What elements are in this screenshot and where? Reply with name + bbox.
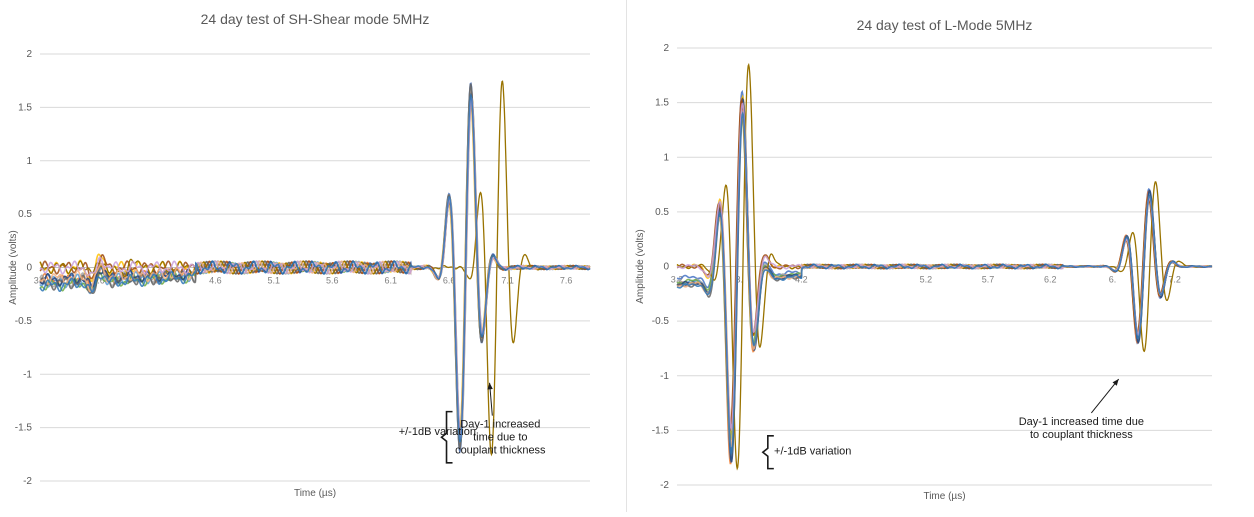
y-tick-label: -1 — [660, 371, 669, 382]
y-tick-label: 1 — [26, 156, 32, 167]
x-tick-label: 5.2 — [920, 275, 933, 285]
series-line — [676, 110, 1212, 457]
y-tick-label: 0.5 — [655, 207, 669, 218]
annotation: +/-1dB variation — [399, 426, 476, 438]
x-axis-label: Time (µs) — [923, 491, 965, 502]
x-tick-label: 7.6 — [560, 276, 573, 286]
chart-sh-shear-svg: 24 day test of SH-Shear mode 5MHz 2 1.5 1 0.… — [8, 11, 591, 499]
y-tick-label: -1.5 — [15, 423, 33, 434]
y-tick-label: -0.5 — [652, 316, 670, 327]
x-tick-label: 4.6 — [209, 276, 222, 286]
x-tick-label: 4.2 — [795, 275, 808, 285]
y-tick-label: 1.5 — [655, 98, 669, 109]
y-tick-label: 2 — [663, 43, 669, 54]
y-axis-label: Amplitude (volts) — [8, 230, 19, 304]
x-tick-label: 3.2 — [671, 275, 684, 285]
x-tick-label: 7.2 — [1168, 275, 1181, 285]
y-axis-label: Amplitude (volts) — [635, 229, 646, 303]
y-tick-label: 0 — [663, 262, 669, 273]
y-tick-label: -2 — [660, 480, 669, 491]
annotation-arrow — [1090, 378, 1120, 414]
y-tick-label: 0 — [26, 263, 32, 274]
y-tick-label: 1 — [663, 152, 669, 163]
y-tick-label: -2 — [23, 476, 32, 487]
y-tick-label: -1.5 — [652, 425, 670, 436]
variation-bracket — [440, 410, 453, 464]
chart-l-mode-svg: 24 day test of L-Mode 5MHz 2 1.5 1 0.5 0 -0.5 -… — [635, 17, 1213, 502]
x-tick-label: 7.1 — [501, 276, 514, 286]
y-tick-label: 1.5 — [18, 102, 32, 113]
annotation-arrowhead — [1112, 379, 1119, 386]
x-tick-label: 3.6 — [92, 276, 105, 286]
annotation: Day-1 increased time due to couplant thic… — [1019, 416, 1144, 441]
y-tick-label: -1 — [23, 369, 32, 380]
y-tick-label: 0.5 — [18, 209, 32, 220]
series-line — [39, 92, 591, 443]
x-tick-label: 6. — [1109, 275, 1117, 285]
variation-bracket — [761, 435, 774, 470]
y-tick-label: -0.5 — [15, 316, 33, 327]
annotation-arrowhead — [487, 382, 493, 390]
x-tick-label: 6.1 — [384, 276, 397, 286]
x-tick-label: 3. — [735, 275, 743, 285]
annotation: +/-1dB variation — [774, 445, 851, 457]
series-line — [39, 80, 591, 457]
chart-title: 24 day test of L-Mode 5MHz — [857, 17, 1033, 33]
x-axis-label: Time (µs) — [294, 488, 336, 499]
annotation: Day-1 increased time due to couplant thick… — [455, 419, 546, 457]
chart-panel-sh-shear: 24 day test of SH-Shear mode 5MHz 2 1.5 1 0.… — [0, 0, 627, 512]
y-tick-label: 2 — [26, 49, 32, 60]
x-tick-label: 6.6 — [443, 276, 456, 286]
x-tick-label: 5.1 — [268, 276, 281, 286]
chart-panel-l-mode: 24 day test of L-Mode 5MHz 2 1.5 1 0.5 0 -0.5 -… — [627, 0, 1254, 512]
x-tick-label: 6.2 — [1044, 275, 1057, 285]
x-tick-label: 5.7 — [982, 275, 995, 285]
x-tick-label: 5.6 — [326, 276, 339, 286]
chart-title: 24 day test of SH-Shear mode 5MHz — [201, 11, 430, 27]
